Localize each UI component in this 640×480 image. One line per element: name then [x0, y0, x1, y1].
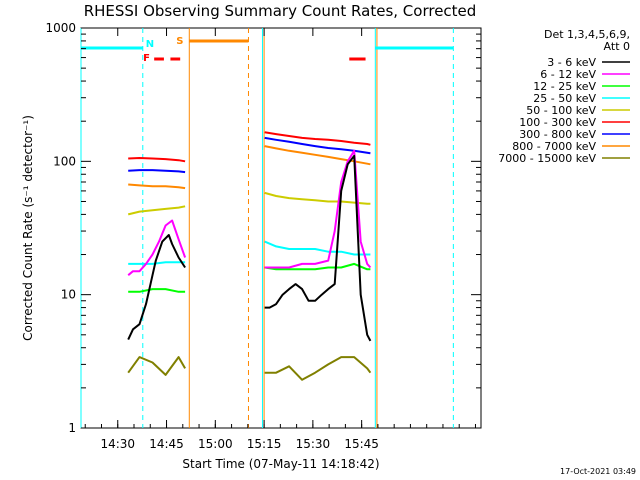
- series-line-12-25-kev-kev-1: [264, 262, 371, 271]
- series-line-800-7000-kev-kev-1: [264, 145, 371, 166]
- legend-entry-label: 12 - 25 keV: [533, 80, 596, 93]
- legend-header-line: Det 1,3,4,5,6,9,: [544, 28, 630, 41]
- y-tick-label: 1: [68, 421, 76, 435]
- series-line-7000-15000-kev-kev-1: [264, 356, 372, 381]
- x-axis-label: Start Time (07-May-11 14:18:42): [182, 457, 379, 471]
- x-tick-label: 14:30: [100, 437, 135, 451]
- series-line-6-12-kev-kev-0: [127, 219, 187, 276]
- series-line-3-6-kev-kev-1: [264, 154, 372, 342]
- series-layer: [127, 131, 372, 381]
- timestamp-label: 17-Oct-2021 03:49: [560, 467, 636, 476]
- y-tick-label: 10: [61, 288, 76, 302]
- legend-entry-label: 50 - 100 keV: [526, 104, 596, 117]
- series-line-300-800-kev-kev-1: [264, 136, 371, 155]
- legend-entry-label: 100 - 300 keV: [519, 116, 596, 129]
- legend-entry-label: 25 - 50 keV: [533, 92, 596, 105]
- series-line-25-50-kev-kev-1: [264, 240, 371, 256]
- legend-entry-label: 7000 - 15000 keV: [498, 152, 596, 165]
- legend-entry-label: 3 - 6 keV: [547, 56, 596, 69]
- x-tick-label: 15:15: [247, 437, 282, 451]
- legend-entry-label: 800 - 7000 keV: [512, 140, 596, 153]
- x-tick-label: 15:00: [198, 437, 233, 451]
- y-tick-label: 100: [53, 154, 76, 168]
- x-tick-label: 14:45: [149, 437, 184, 451]
- series-line-25-50-kev-kev-0: [128, 261, 186, 265]
- annotation-layer: N S F: [80, 28, 454, 428]
- legend-entry-label: 6 - 12 keV: [540, 68, 596, 81]
- y-tick-label: 1000: [45, 21, 76, 35]
- saa-interval-label: S: [176, 36, 183, 47]
- series-line-50-100-kev-kev-0: [127, 205, 186, 216]
- series-line-100-300-kev-kev-0: [128, 157, 186, 163]
- plot-frame: [80, 27, 482, 429]
- series-line-100-300-kev-kev-1: [264, 131, 371, 146]
- series-line-6-12-kev-kev-1: [264, 149, 372, 269]
- flare-flag-label: F: [143, 53, 150, 64]
- chart-title: RHESSI Observing Summary Count Rates, Co…: [84, 2, 477, 20]
- series-line-50-100-kev-kev-1: [264, 191, 371, 205]
- axis-ticks: 14:30 14:45 15:00 15:15 15:30 15:45 1 10 100 1000: [45, 21, 481, 451]
- x-tick-label: 15:30: [296, 437, 331, 451]
- legend-entry-label: 300 - 800 keV: [519, 128, 596, 141]
- series-line-800-7000-kev-kev-0: [128, 183, 186, 190]
- series-line-3-6-kev-kev-0: [127, 234, 186, 341]
- series-line-300-800-kev-kev-0: [128, 169, 186, 174]
- legend-header-line: Att 0: [604, 40, 630, 53]
- x-tick-label: 15:45: [344, 437, 379, 451]
- y-axis-label: Corrected Count Rate (s⁻¹ detector⁻¹): [21, 115, 35, 341]
- series-line-12-25-kev-kev-0: [128, 288, 186, 293]
- night-interval-label: N: [146, 39, 154, 50]
- series-line-7000-15000-kev-kev-0: [127, 356, 186, 376]
